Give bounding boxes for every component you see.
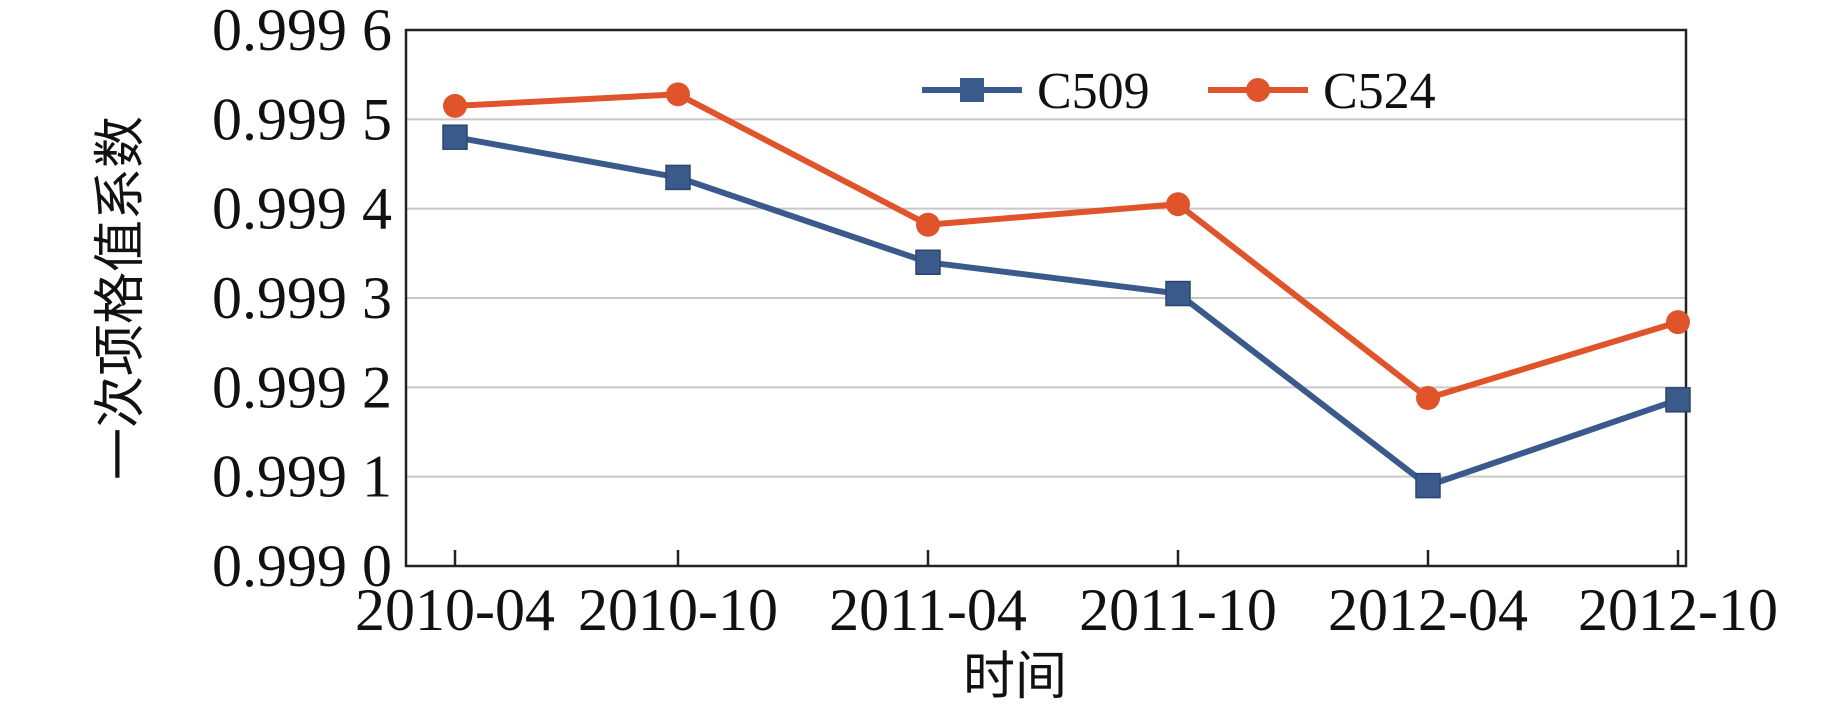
x-axis-title: 时间 xyxy=(963,647,1067,707)
x-tick-label: 2011-04 xyxy=(829,577,1027,643)
x-tick-label: 2010-04 xyxy=(355,577,555,643)
data-point-c524 xyxy=(1666,310,1690,335)
data-point-c509 xyxy=(1165,280,1191,307)
legend-label-c524: C524 xyxy=(1323,63,1436,120)
y-tick-label: 0.999 1 xyxy=(212,444,392,510)
data-point-c524 xyxy=(916,212,940,237)
legend: C509 C524 xyxy=(922,63,1436,120)
y-tick-labels: 0.999 0 0.999 1 0.999 2 0.999 3 0.999 4 0.999… xyxy=(212,0,392,599)
data-point-c509 xyxy=(442,124,468,150)
data-point-c524 xyxy=(666,82,690,107)
x-tick-label: 2012-10 xyxy=(1578,577,1778,643)
legend-marker-c524 xyxy=(1246,78,1270,102)
x-tick-labels: 2010-04 2010-10 2011-04 2011-10 2012-04 2012-… xyxy=(355,577,1778,643)
data-point-c509 xyxy=(1415,472,1441,499)
data-point-c509 xyxy=(1665,387,1691,413)
data-point-c524 xyxy=(1166,192,1190,217)
data-point-c524 xyxy=(1416,386,1440,411)
y-tick-label: 0.999 2 xyxy=(212,354,392,420)
x-tick-label: 2011-10 xyxy=(1079,577,1277,643)
y-tick-label: 0.999 5 xyxy=(212,86,392,152)
y-tick-label: 0.999 6 xyxy=(212,0,392,63)
plot-frame xyxy=(404,28,1688,568)
series-line-c524 xyxy=(454,91,1679,402)
series-lines xyxy=(442,82,1691,499)
x-ticks xyxy=(453,550,1680,566)
series-line-c509 xyxy=(454,134,1679,489)
legend-label-c509: C509 xyxy=(1037,63,1150,120)
gridlines xyxy=(406,118,1686,478)
y-axis-title: 一次项格值系数 xyxy=(91,116,151,480)
data-point-c509 xyxy=(665,164,691,191)
y-tick-label: 0.999 0 xyxy=(212,533,392,599)
data-point-c509 xyxy=(915,249,941,276)
data-point-c524 xyxy=(443,93,467,118)
x-tick-label: 2010-10 xyxy=(578,577,778,643)
x-tick-label: 2012-04 xyxy=(1328,577,1528,643)
legend-marker-c509 xyxy=(960,78,984,102)
y-tick-label: 0.999 3 xyxy=(212,265,392,331)
y-tick-label: 0.999 4 xyxy=(212,176,392,242)
